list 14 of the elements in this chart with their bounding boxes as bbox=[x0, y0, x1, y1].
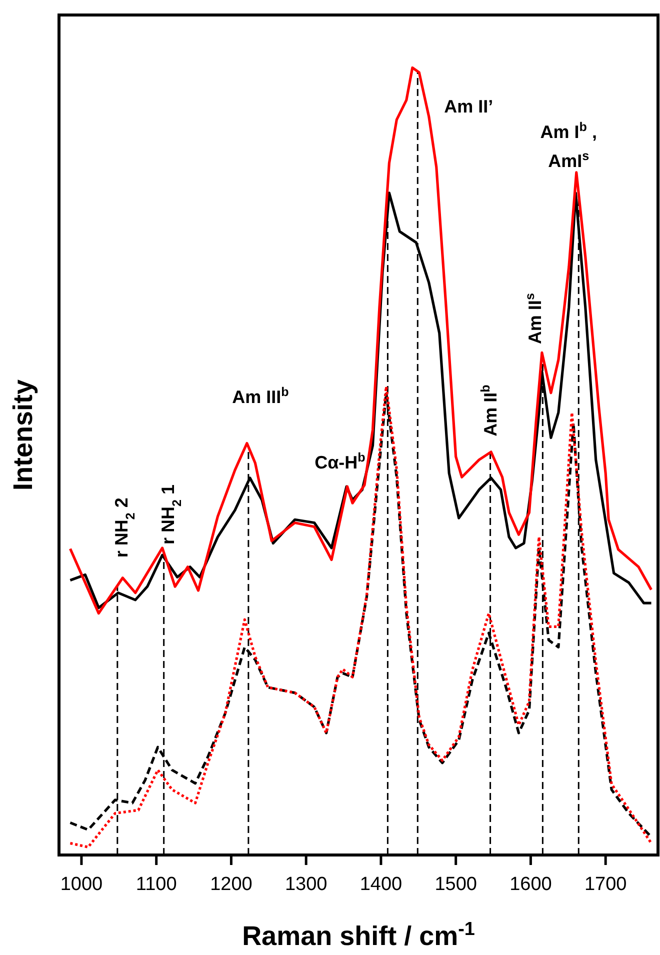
x-tick-label: 1400 bbox=[360, 874, 402, 895]
x-tick-label: 1200 bbox=[210, 874, 252, 895]
ref-line-label: Am II’ bbox=[444, 96, 494, 117]
x-tick-label: 1100 bbox=[136, 874, 177, 895]
x-axis-title: Raman shift / cm$^{-1}$ bbox=[242, 918, 475, 951]
ref-line-label: Am III$^{b}$ bbox=[232, 385, 290, 408]
x-tick-label: 1300 bbox=[284, 874, 328, 895]
x-tick-label: 1000 bbox=[60, 874, 103, 895]
ref-line-label: Am I$^{b}$ , AmI$^{s}$ bbox=[540, 120, 597, 171]
x-tick-label: 1500 bbox=[434, 874, 477, 895]
y-axis-title: Intensity bbox=[8, 379, 38, 491]
x-tick-label: 1600 bbox=[510, 874, 552, 895]
annotation: Cα-H$^{b}$ bbox=[314, 450, 366, 472]
x-tick-label: 1700 bbox=[584, 874, 627, 895]
